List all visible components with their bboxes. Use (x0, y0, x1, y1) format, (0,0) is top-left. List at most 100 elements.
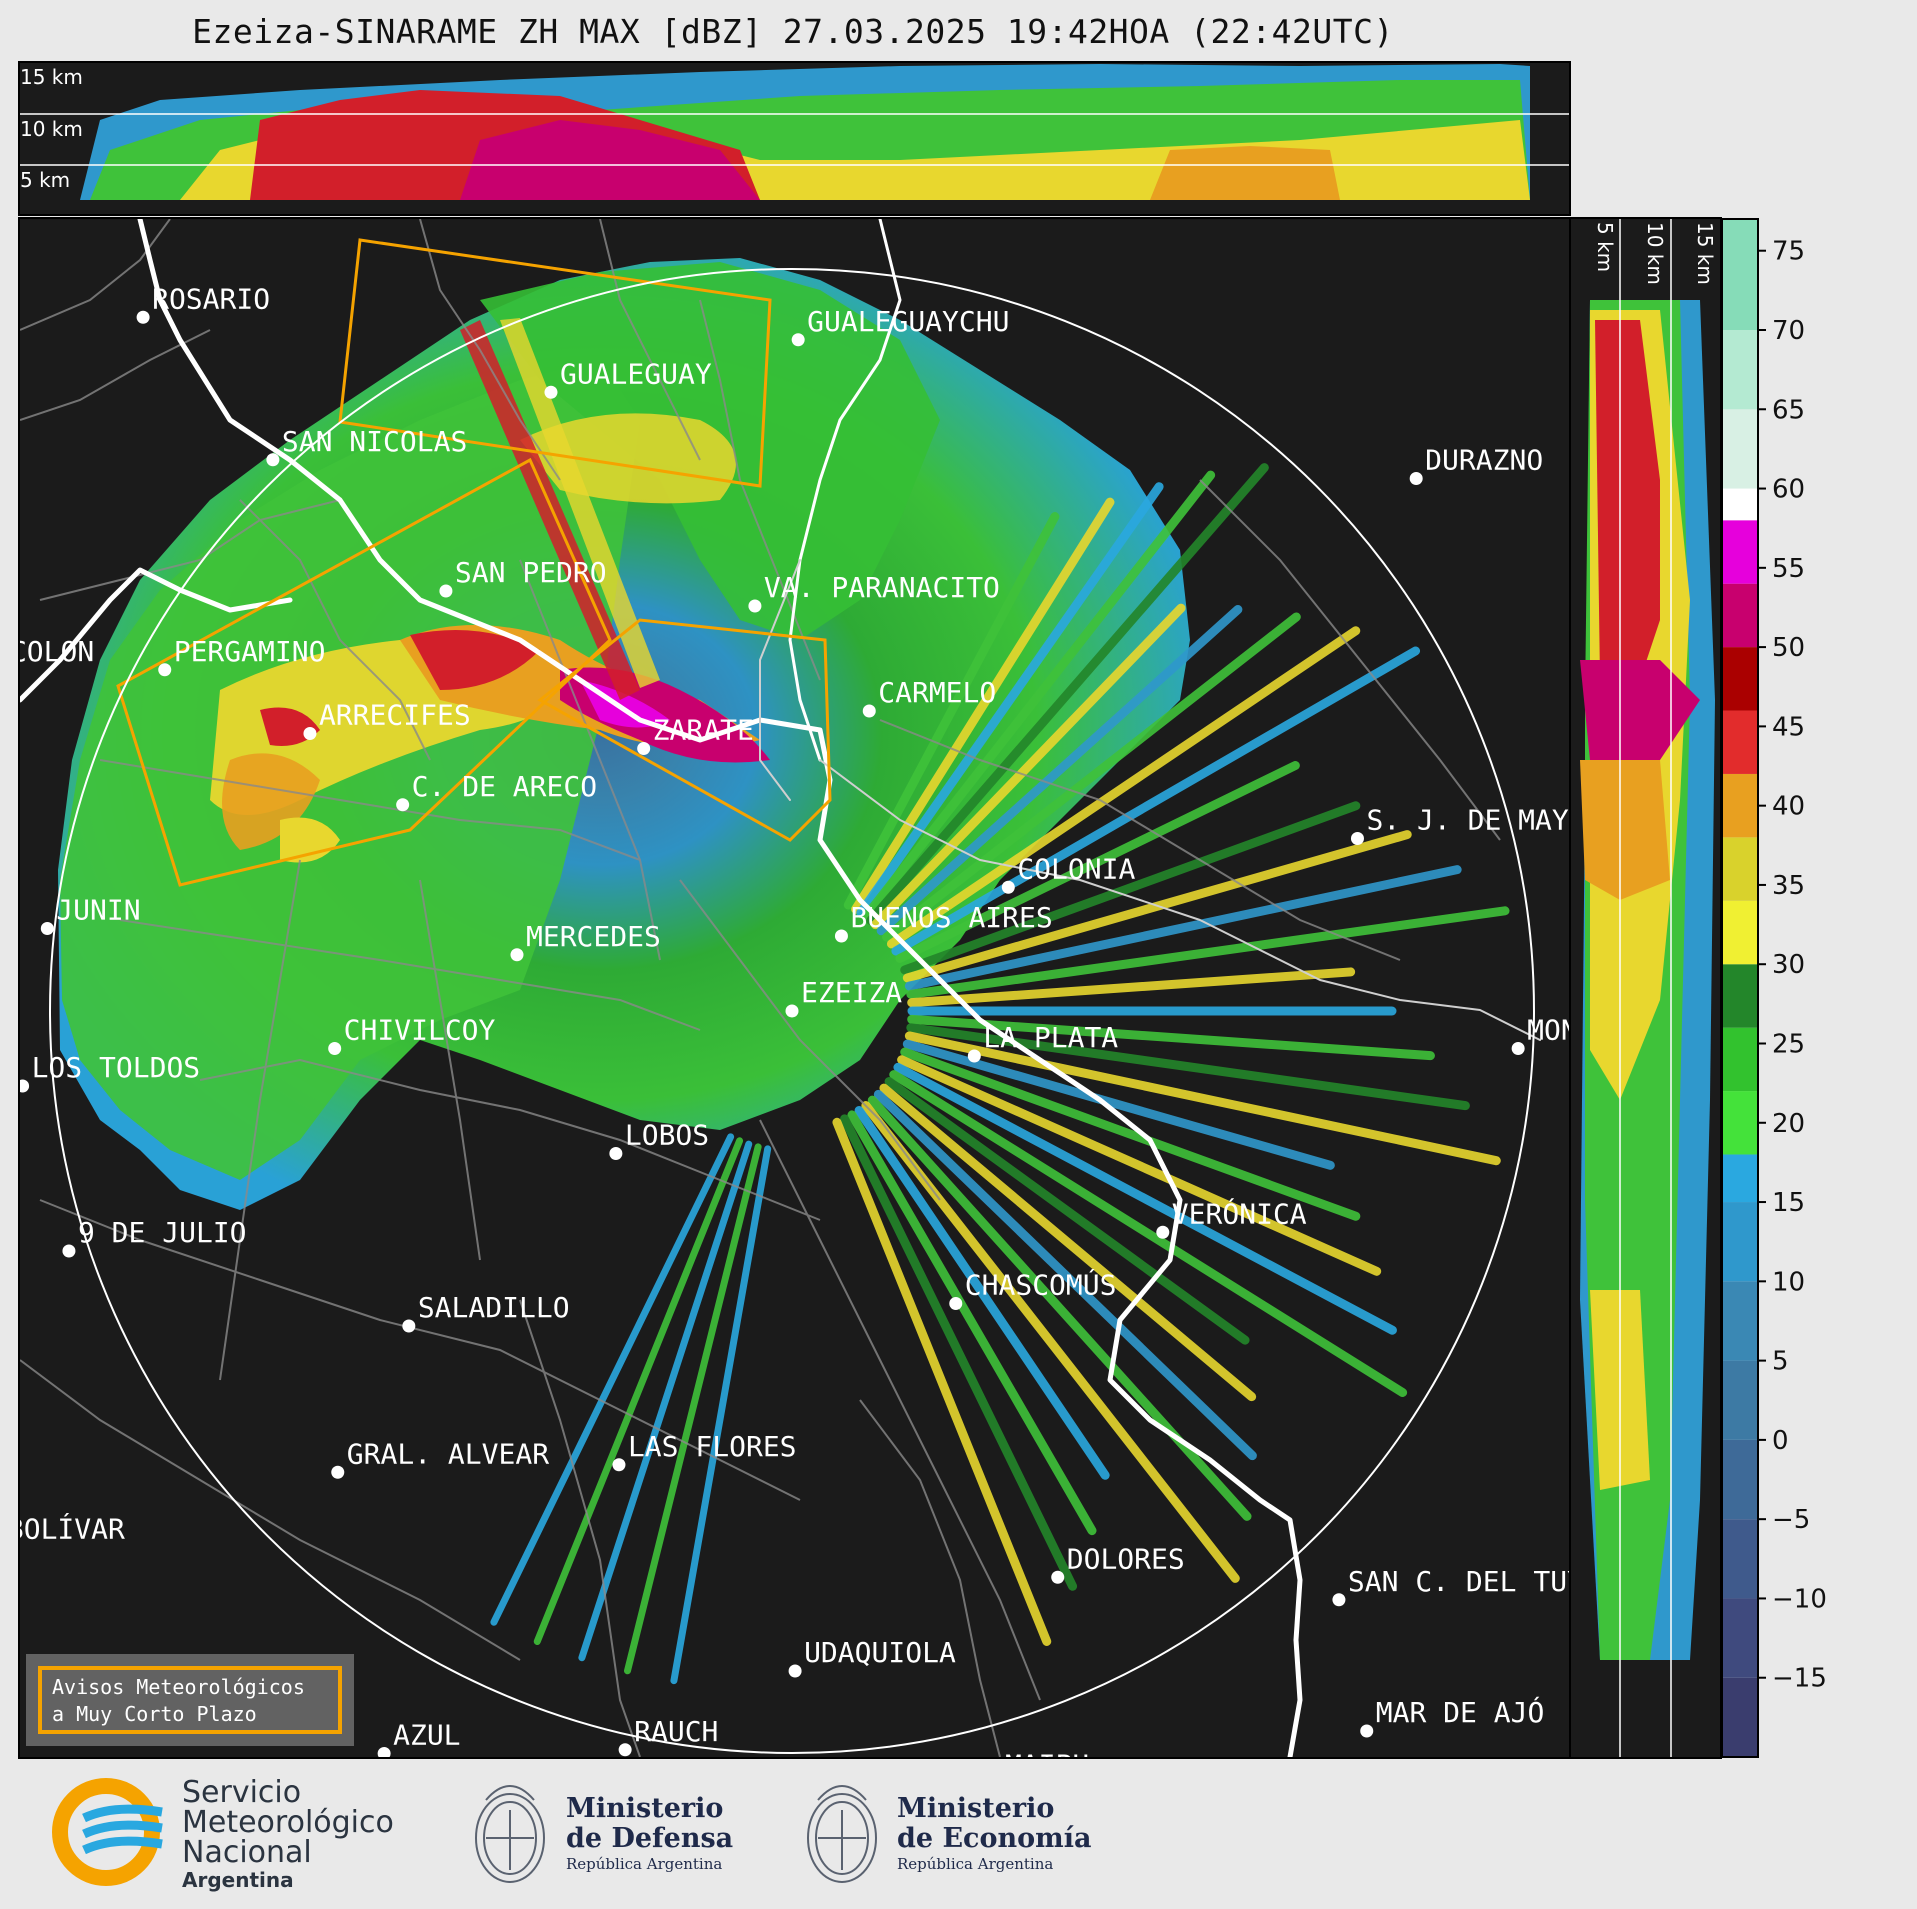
side-echo-red (1595, 320, 1660, 680)
colorbar-tick-label: 10 (1772, 1267, 1805, 1297)
colorbar-band-21 (1722, 219, 1758, 330)
colorbar-tick-label: 40 (1772, 792, 1805, 822)
city-label: PERGAMINO (174, 635, 326, 668)
city-label: CARMELO (878, 676, 996, 709)
city-label: ZARATE (653, 714, 754, 747)
radial-streak (889, 1070, 1408, 1398)
city-marker: MERCEDES (510, 920, 661, 962)
city-marker: SAN C. DEL TUYÚ (1332, 1564, 1569, 1607)
city-marker: SALADILLO (402, 1291, 570, 1333)
city-dot (303, 727, 317, 740)
city-marker: JUNIN (40, 894, 141, 935)
smn-line-2: Meteorológico (182, 1805, 394, 1840)
city-markers: ROSARIO GUALEGUAYCHU GUALEGUAY SAN NICOLAS D… (0, 282, 1696, 1790)
city-label: COLON (10, 635, 94, 668)
radial-streak (873, 1089, 1257, 1461)
city-label: C. DE ARECO (412, 770, 597, 803)
radial-streak (882, 612, 1301, 942)
smn-name: Servicio Meteorológico Nacional Argentin… (182, 1775, 394, 1893)
colorbar-band-3 (1722, 1439, 1758, 1520)
radial-streak (847, 1110, 1097, 1536)
city-dot (748, 599, 762, 613)
city-marker: BOLÍVAR (20, 1511, 125, 1545)
city-label: 9 DE JULIO (78, 1216, 247, 1249)
radial-streak (904, 1031, 1501, 1166)
economia-line-2: de Economía (897, 1823, 1092, 1854)
colorbar-band-16 (1722, 583, 1758, 648)
colorbar-band-4 (1722, 1360, 1758, 1440)
city-marker: LOBOS (609, 1119, 709, 1160)
colorbar-band-14 (1722, 710, 1758, 774)
city-dot (1360, 1724, 1374, 1738)
radial-streak (891, 646, 1421, 956)
city-dot (989, 1777, 1002, 1790)
radial-streak (856, 482, 1164, 918)
city-dot (0, 663, 7, 676)
colorbar-tick-label: 25 (1772, 1029, 1805, 1059)
city-label: CHASCOMÚS (965, 1268, 1117, 1302)
radial-streak (670, 1145, 772, 1685)
side-cross-section-panel: 5 km 10 km 15 km (1569, 217, 1722, 1759)
colorbar-tick-label: −5 (1772, 1505, 1810, 1535)
city-dot (510, 948, 524, 962)
radial-streak (840, 1114, 1078, 1591)
city-marker: EZEIZA (785, 976, 902, 1018)
city-label: RAUCH (634, 1715, 718, 1748)
smn-line-3: Nacional (182, 1835, 312, 1870)
colorbar-band-13 (1722, 773, 1758, 838)
city-dot (1350, 832, 1364, 845)
colorbar-tick-label: 45 (1772, 712, 1805, 742)
colorbar-band-0 (1722, 1677, 1758, 1757)
radial-streak (578, 1140, 753, 1662)
city-dot (377, 1747, 391, 1757)
city-marker: LA PLATA (967, 1021, 1118, 1063)
city-label: LOS TOLDOS (32, 1051, 201, 1084)
smn-line-1: Servicio (182, 1775, 302, 1810)
city-label: GUALEGUAYCHU (807, 305, 1009, 338)
radial-streak (907, 967, 1356, 1008)
radial-streak (866, 463, 1269, 925)
administrative-boundaries (20, 219, 1501, 1757)
city-label: LOBOS (625, 1119, 709, 1152)
city-dot (158, 663, 172, 677)
defensa-name: Ministerio de Defensa República Argentin… (566, 1794, 733, 1874)
radar-map-panel: ROSARIO GUALEGUAYCHU GUALEGUAY SAN NICOLAS D… (0, 217, 1696, 1790)
colorbar-band-12 (1722, 837, 1758, 901)
storm-cells (210, 318, 770, 863)
top-label-5km: 5 km (20, 168, 70, 192)
radial-streak (861, 470, 1216, 921)
radial-streak (900, 801, 1361, 975)
colorbar-tick-label: 70 (1772, 316, 1805, 346)
city-marker: MONTEVIDEO (1511, 1014, 1696, 1055)
city-label: BUENOS AIRES (850, 901, 1052, 934)
city-marker: MAIPU (989, 1749, 1089, 1790)
colorbar-band-18 (1722, 488, 1758, 521)
city-label: ROSARIO (152, 282, 270, 315)
radial-streak (907, 1014, 1435, 1061)
colorbar-tick-label: 75 (1772, 237, 1805, 267)
city-dot (637, 742, 651, 755)
city-label: MONTEVIDEO (1527, 1014, 1696, 1047)
city-label: MAIPU (1005, 1749, 1089, 1782)
city-dot (862, 704, 876, 718)
city-dot (609, 1147, 623, 1160)
city-dot (949, 1297, 963, 1310)
colorbar-band-19 (1722, 409, 1758, 489)
colorbar-tick-label: 0 (1772, 1426, 1789, 1456)
city-marker: S. J. DE MAYO (1350, 804, 1569, 845)
city-label: GUALEGUAY (560, 357, 712, 390)
city-marker: VA. PARANACITO (748, 571, 1000, 613)
city-marker: BUENOS AIRES (834, 901, 1053, 943)
economia-line-3: República Argentina (897, 1855, 1054, 1873)
city-marker: C. DE ARECO (396, 770, 597, 812)
radial-streak (490, 1133, 735, 1626)
legend-line-2: a Muy Corto Plazo (52, 1702, 257, 1726)
radial-streak (893, 1062, 1397, 1335)
city-marker: ARRECIFES (303, 699, 471, 740)
colorbar-band-5 (1722, 1281, 1758, 1361)
colorbar-band-6 (1722, 1202, 1758, 1282)
city-label: MAR DE AJÓ (1376, 1695, 1545, 1729)
city-dot (1156, 1225, 1170, 1239)
radial-streak (854, 1105, 1110, 1480)
city-label: LAS FLORES (628, 1430, 797, 1463)
